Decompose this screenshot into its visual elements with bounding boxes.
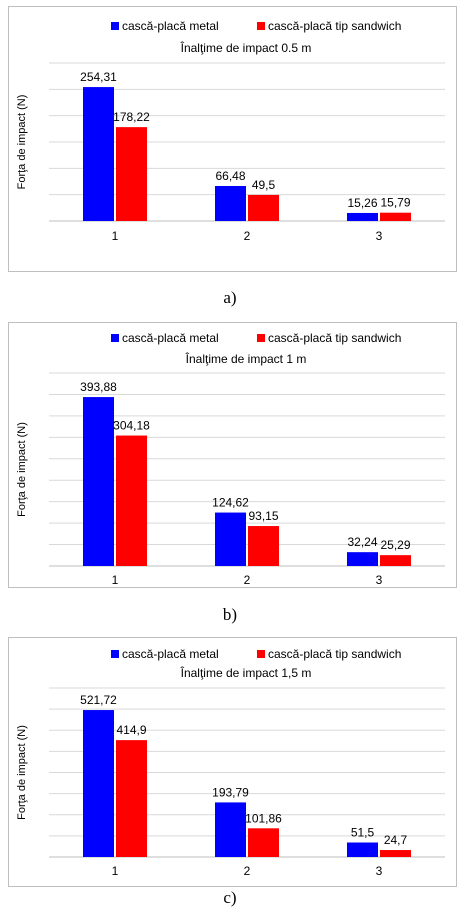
chart-panel-a: cască-placă metal cască-placă tip sandwic… (8, 6, 457, 272)
legend-swatch-metal (111, 334, 119, 342)
data-label: 124,62 (212, 496, 249, 510)
data-label: 32,24 (347, 535, 377, 549)
x-tick-label: 1 (112, 864, 119, 878)
legend-label-sandwich: cască-placă tip sandwich (268, 19, 401, 33)
y-axis-label: Forţa de impact (N) (16, 725, 28, 820)
data-label: 24,7 (384, 833, 408, 847)
impact-force-chart-c: cască-placă metal cască-placă tip sandwic… (16, 647, 445, 878)
data-label: 93,15 (248, 509, 278, 523)
data-label: 393,88 (80, 380, 117, 394)
bar-sandwich (116, 127, 147, 221)
data-label: 414,9 (116, 723, 146, 737)
legend-swatch-metal (111, 650, 119, 658)
bar-sandwich (380, 212, 411, 221)
legend-swatch-sandwich (257, 334, 265, 342)
data-label: 25,29 (380, 538, 410, 552)
bar-metal (215, 185, 246, 221)
bar-metal (215, 512, 246, 566)
legend: cască-placă metal cască-placă tip sandwic… (111, 19, 401, 33)
bar-sandwich (248, 194, 279, 221)
x-tick-label: 3 (376, 864, 383, 878)
caption-b: b) (222, 605, 238, 624)
bar-metal (83, 397, 114, 566)
data-label: 304,18 (113, 419, 150, 433)
legend-swatch-metal (111, 22, 119, 30)
impact-force-chart-a: cască-placă metal cască-placă tip sandwic… (16, 19, 445, 243)
bar-sandwich (380, 850, 411, 857)
bar-sandwich (248, 828, 279, 857)
data-label: 15,79 (380, 196, 410, 210)
chart-title: Înalţime de impact 1 m (185, 351, 307, 366)
chart-title: Înalţime de impact 1,5 m (180, 665, 312, 680)
bar-sandwich (116, 435, 147, 566)
x-tick-label: 3 (376, 573, 383, 587)
impact-force-chart-b: cască-placă metal cască-placă tip sandwic… (16, 331, 445, 587)
data-label: 49,5 (252, 178, 276, 192)
y-axis-label: Forţa de impact (N) (16, 422, 28, 517)
legend-label-sandwich: cască-placă tip sandwich (268, 647, 401, 661)
data-label: 521,72 (80, 693, 117, 707)
data-label: 51,5 (351, 825, 375, 839)
x-tick-label: 2 (244, 229, 251, 243)
data-label: 101,86 (245, 811, 282, 825)
bar-sandwich (248, 526, 279, 566)
x-tick-label: 2 (244, 573, 251, 587)
chart-panel-c: cască-placă metal cască-placă tip sandwic… (8, 637, 457, 887)
x-tick-label: 1 (112, 573, 119, 587)
y-axis-label: Forţa de impact (N) (16, 95, 28, 190)
legend-label-metal: cască-placă metal (122, 647, 219, 661)
legend: cască-placă metal cască-placă tip sandwic… (111, 647, 401, 661)
data-label: 254,31 (80, 70, 117, 84)
bar-metal (83, 87, 114, 221)
bar-sandwich (380, 555, 411, 566)
data-label: 178,22 (113, 110, 150, 124)
bar-metal (83, 710, 114, 857)
chart-title: Înalţime de impact 0.5 m (180, 40, 312, 55)
legend-swatch-sandwich (257, 650, 265, 658)
x-tick-label: 2 (244, 864, 251, 878)
caption-a: a) (223, 288, 237, 307)
legend-label-sandwich: cască-placă tip sandwich (268, 331, 401, 345)
legend-label-metal: cască-placă metal (122, 331, 219, 345)
chart-panel-b: cască-placă metal cască-placă tip sandwic… (8, 322, 457, 588)
caption-c: c) (223, 888, 237, 907)
data-label: 15,26 (347, 196, 377, 210)
x-tick-label: 3 (376, 229, 383, 243)
data-label: 66,48 (215, 169, 245, 183)
x-tick-label: 1 (112, 229, 119, 243)
bar-metal (347, 212, 378, 221)
legend: cască-placă metal cască-placă tip sandwic… (111, 331, 401, 345)
data-label: 193,79 (212, 785, 249, 799)
legend-swatch-sandwich (257, 22, 265, 30)
bar-sandwich (116, 740, 147, 857)
legend-label-metal: cască-placă metal (122, 19, 219, 33)
bar-metal (347, 842, 378, 857)
bar-metal (215, 802, 246, 857)
bar-metal (347, 552, 378, 566)
